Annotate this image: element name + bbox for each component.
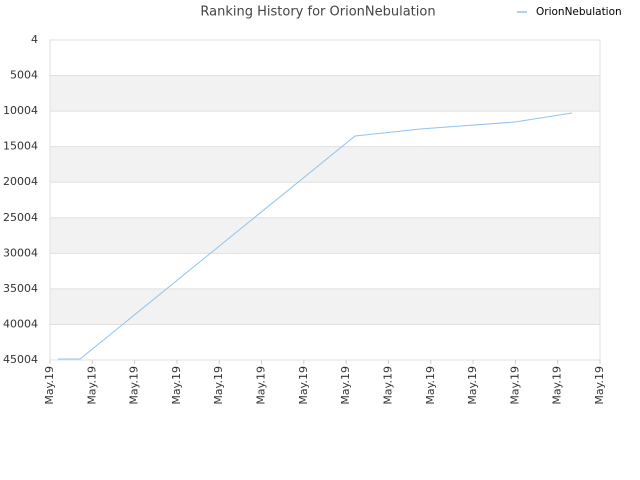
y-tick-label: 5004 (10, 69, 38, 82)
grid-band (50, 217, 600, 254)
x-tick-label: May.19 (85, 366, 98, 405)
y-tick-label: 4 (31, 33, 38, 46)
x-tick-label: May.19 (339, 366, 352, 405)
x-tick-label: May.19 (297, 366, 310, 405)
x-tick-label: May.19 (255, 366, 268, 405)
legend-label: OrionNebulation (536, 6, 622, 18)
y-tick-label: 35004 (3, 282, 38, 295)
grid-band (50, 75, 600, 112)
x-tick-label: May.19 (381, 366, 394, 405)
x-tick-label: May.19 (593, 366, 606, 405)
x-tick-label: May.19 (424, 366, 437, 405)
x-tick-label: May.19 (508, 366, 521, 405)
x-tick-label: May.19 (170, 366, 183, 405)
x-tick-label: May.19 (43, 366, 56, 405)
x-tick-label: May.19 (466, 366, 479, 405)
grid-band (50, 288, 600, 325)
y-tick-label: 25004 (3, 211, 38, 224)
line (58, 112, 573, 360)
y-tick-label: 40004 (3, 317, 38, 330)
x-tick-label: May.19 (128, 366, 141, 405)
grid-band (50, 146, 600, 183)
x-tick-label: May.19 (551, 366, 564, 405)
y-tick-label: 10004 (3, 104, 38, 117)
y-tick-label: 20004 (3, 175, 38, 188)
y-tick-label: 15004 (3, 140, 38, 153)
x-tick-label: May.19 (212, 366, 225, 405)
chart-title: Ranking History for OrionNebulation (200, 5, 435, 20)
y-tick-label: 45004 (3, 353, 38, 366)
y-tick-label: 30004 (3, 246, 38, 259)
plot-frame (49, 39, 601, 361)
